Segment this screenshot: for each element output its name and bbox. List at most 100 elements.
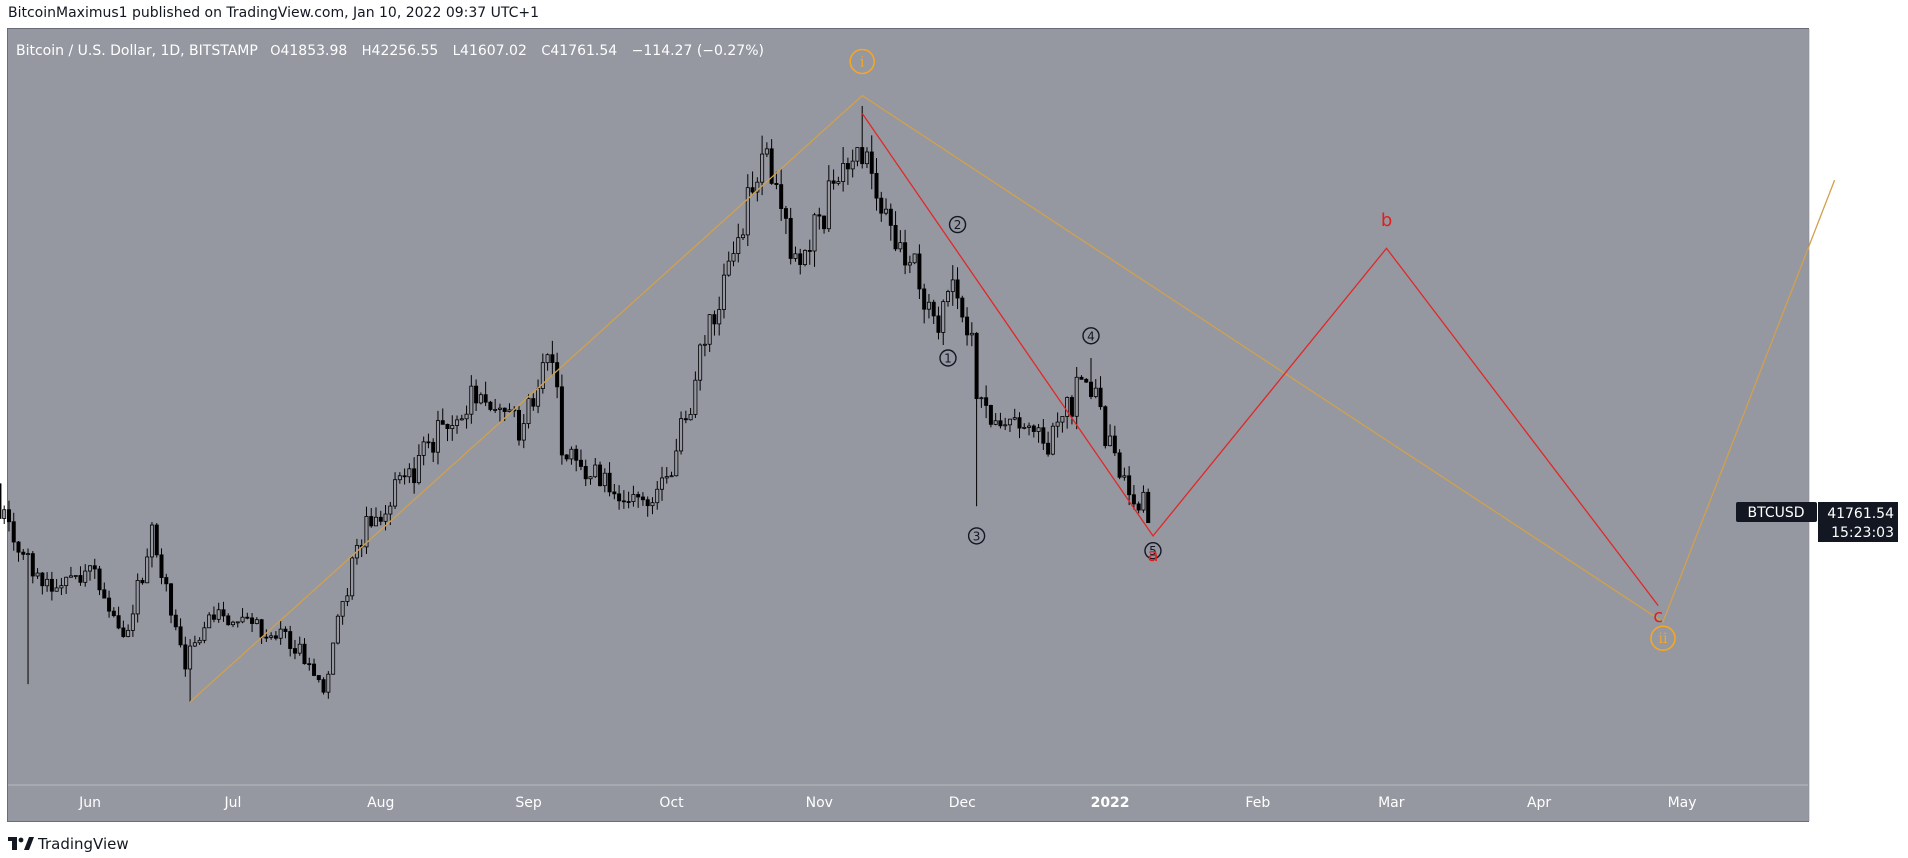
candle-down-body: [173, 614, 178, 628]
candle-down-body: [111, 610, 116, 617]
candle-up-body: [64, 576, 69, 587]
candle: [903, 229, 908, 275]
candle: [226, 613, 231, 626]
tradingview-brand[interactable]: TradingView: [38, 835, 129, 853]
candle-up-body: [855, 147, 860, 162]
candle: [583, 459, 588, 487]
candle: [169, 583, 174, 624]
candle: [111, 607, 116, 618]
candle-up-body: [1141, 491, 1146, 511]
candle-down-body: [888, 208, 893, 226]
candle-down-body: [259, 619, 264, 638]
candle: [483, 381, 488, 407]
candle: [679, 411, 684, 455]
candle-up-body: [388, 505, 393, 515]
candle: [950, 265, 955, 306]
candle: [1103, 405, 1108, 449]
candle-up-body: [721, 274, 726, 310]
candle-down-body: [378, 516, 383, 522]
wave-text: 2: [954, 218, 962, 232]
candle-up-body: [526, 398, 531, 425]
wave-label-i: i: [849, 48, 876, 75]
candle: [421, 436, 426, 466]
candle-up-body: [602, 472, 607, 487]
candle: [197, 637, 202, 645]
candle: [1065, 396, 1070, 429]
candle-down-body: [302, 643, 307, 665]
candle: [793, 246, 798, 262]
candle-up-body: [331, 642, 336, 675]
candle-up-body: [588, 476, 593, 480]
candle: [946, 289, 951, 307]
candle: [974, 332, 979, 507]
candle-up-body: [1060, 416, 1065, 423]
candle: [845, 157, 850, 185]
candle-down-body: [874, 173, 879, 199]
candle-down-body: [140, 580, 145, 584]
candle: [860, 105, 865, 169]
candle: [555, 352, 560, 399]
x-tick-label: Jul: [224, 795, 242, 811]
candle: [712, 310, 717, 336]
candle-down-body: [273, 635, 278, 639]
candle-up-body: [1074, 376, 1079, 417]
candle: [54, 579, 59, 592]
candle: [321, 677, 326, 695]
candle-up-body: [345, 595, 350, 602]
candle-up-body: [669, 475, 674, 478]
candle-down-body: [750, 187, 755, 193]
candle: [445, 423, 450, 442]
candle: [49, 571, 54, 601]
wave-label-a: a: [1147, 545, 1158, 566]
candle-up-body: [397, 475, 402, 481]
x-tick-label: Feb: [1245, 795, 1270, 811]
candle: [1069, 395, 1074, 425]
candle-down-body: [445, 423, 450, 430]
candle: [1112, 425, 1117, 456]
candles-series: [0, 105, 1151, 702]
candle: [145, 548, 150, 584]
candle: [369, 508, 374, 528]
candle-up-body: [688, 413, 693, 421]
candle: [1131, 485, 1136, 510]
candle: [979, 396, 984, 408]
candle: [230, 620, 235, 628]
candle-down-body: [517, 410, 522, 441]
candle: [812, 212, 817, 267]
candle: [92, 558, 97, 579]
candle: [855, 147, 860, 167]
candle: [874, 157, 879, 211]
candle: [755, 177, 760, 202]
candle: [617, 485, 622, 510]
candle-up-body: [73, 575, 78, 577]
candle: [202, 621, 207, 644]
candle: [140, 577, 145, 585]
candle-up-body: [197, 639, 202, 644]
candle-down-body: [250, 617, 255, 624]
candle: [998, 412, 1003, 429]
candle-up-body: [278, 628, 283, 639]
candle-up-body: [1036, 427, 1041, 432]
candle: [159, 548, 164, 585]
candle: [531, 393, 536, 411]
wave-circle: [967, 527, 986, 545]
candle-up-body: [979, 397, 984, 400]
candle: [926, 293, 931, 319]
candle: [83, 564, 88, 587]
candle: [64, 576, 69, 594]
currency-button[interactable]: USD: [1832, 37, 1874, 59]
candle: [350, 555, 355, 600]
candle-down-body: [221, 609, 226, 617]
candle-up-body: [135, 580, 140, 615]
candle: [426, 433, 431, 449]
candle: [154, 523, 159, 558]
candle: [621, 490, 626, 509]
candle-down-body: [621, 500, 626, 503]
candle: [0, 483, 2, 519]
impulse-wave-line: [189, 94, 1836, 703]
candle-down-body: [974, 332, 979, 400]
candle-up-body: [726, 260, 731, 276]
candle-up-body: [459, 418, 464, 421]
candle: [936, 306, 941, 340]
